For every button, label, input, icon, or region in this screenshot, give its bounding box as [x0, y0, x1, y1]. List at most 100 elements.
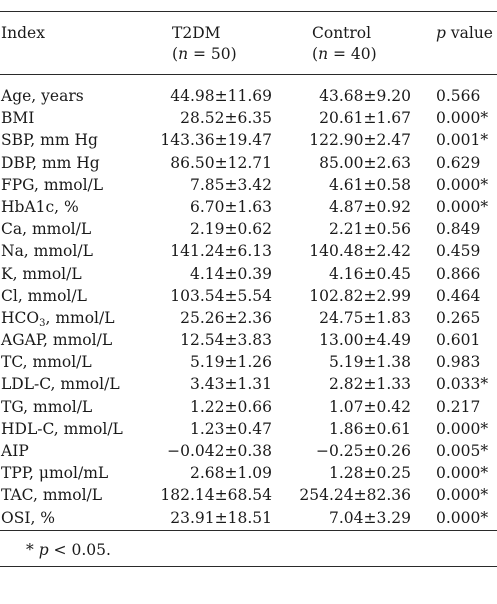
header-control: Control (n = 40) [312, 24, 377, 63]
cell-t2dm: 2.68±1.09 [189, 464, 272, 483]
cell-t2dm: 141.24±6.13 [170, 242, 272, 261]
cell-index: TPP, μmol/mL [1, 464, 109, 483]
cell-t2dm: 3.43±1.31 [189, 375, 272, 394]
table-row: AIP −0.042±0.38 −0.25±0.26 0.005* [0, 440, 497, 462]
cell-t2dm: 103.54±5.54 [170, 286, 272, 305]
cell-index: AGAP, mmol/L [1, 331, 113, 350]
header-p-value: p value [436, 24, 493, 42]
cell-control: 5.19±1.38 [328, 353, 411, 372]
cell-t2dm: 1.23±0.47 [189, 419, 272, 438]
table-body: Age, years 44.98±11.69 43.68±9.20 0.566 BMI 2… [0, 85, 497, 529]
cell-t2dm: 6.70±1.63 [189, 197, 272, 216]
table-bottom-rule [0, 530, 497, 531]
table-row: Cl, mmol/L 103.54±5.54 102.82±2.99 0.464 [0, 285, 497, 307]
cell-control: 20.61±1.67 [319, 109, 411, 128]
cell-index: Na, mmol/L [1, 242, 93, 261]
table-footnote: * p < 0.05. [26, 541, 111, 559]
cell-p-value: 0.566 [436, 87, 481, 105]
cell-index: BMI [1, 109, 35, 128]
cell-control: 43.68±9.20 [319, 87, 411, 105]
cell-p-value: 0.464 [436, 286, 481, 305]
cell-index: OSI, % [1, 508, 56, 527]
cell-control: 85.00±2.63 [319, 153, 411, 172]
cell-index: Cl, mmol/L [1, 286, 87, 305]
cell-control: 2.82±1.33 [328, 375, 411, 394]
cell-t2dm: 25.26±2.36 [180, 308, 272, 327]
table-row: HbA1c, % 6.70±1.63 4.87±0.92 0.000* [0, 196, 497, 218]
cell-p-value: 0.000* [436, 419, 489, 438]
header-index: Index [1, 24, 45, 42]
table-row: TG, mmol/L 1.22±0.66 1.07±0.42 0.217 [0, 396, 497, 418]
cell-p-value: 0.001* [436, 131, 489, 150]
cell-control: 102.82±2.99 [309, 286, 411, 305]
cell-p-value: 0.983 [436, 353, 481, 372]
table-row: HDL-C, mmol/L 1.23±0.47 1.86±0.61 0.000* [0, 418, 497, 440]
cell-control: 122.90±2.47 [309, 131, 411, 150]
table-row: TAC, mmol/L 182.14±68.54 254.24±82.36 0.000… [0, 484, 497, 506]
table-row: DBP, mm Hg 86.50±12.71 85.00±2.63 0.629 [0, 152, 497, 174]
cell-index: TG, mmol/L [1, 397, 93, 416]
cell-index: SBP, mm Hg [1, 131, 98, 150]
table-row: Na, mmol/L 141.24±6.13 140.48±2.42 0.459 [0, 240, 497, 262]
cell-t2dm: 182.14±68.54 [160, 486, 272, 505]
cell-index: HCO3, mmol/L [1, 308, 115, 329]
cell-index: DBP, mm Hg [1, 153, 100, 172]
cell-p-value: 0.000* [436, 109, 489, 128]
cell-index: Age, years [1, 87, 84, 105]
cell-p-value: 0.459 [436, 242, 481, 261]
cell-control: 4.87±0.92 [328, 197, 411, 216]
cell-index: HbA1c, % [1, 197, 79, 216]
header-control-n: n [318, 45, 329, 63]
cell-p-value: 0.849 [436, 220, 481, 239]
cell-t2dm: 7.85±3.42 [189, 175, 272, 194]
cell-t2dm: 2.19±0.62 [189, 220, 272, 239]
table-row: LDL-C, mmol/L 3.43±1.31 2.82±1.33 0.033* [0, 373, 497, 395]
cell-t2dm: 12.54±3.83 [180, 331, 272, 350]
cell-index: Ca, mmol/L [1, 220, 92, 239]
cell-control: 7.04±3.29 [328, 508, 411, 527]
cell-index: K, mmol/L [1, 264, 82, 283]
table-row: SBP, mm Hg 143.36±19.47 122.90±2.47 0.001* [0, 129, 497, 151]
cell-p-value: 0.000* [436, 508, 489, 527]
cell-control: −0.25±0.26 [316, 442, 411, 460]
cell-index: AIP [1, 442, 29, 460]
cell-index: FPG, mmol/L [1, 175, 104, 194]
cell-index: HDL-C, mmol/L [1, 419, 123, 438]
cell-index: TC, mmol/L [1, 353, 92, 372]
table-row: AGAP, mmol/L 12.54±3.83 13.00±4.49 0.601 [0, 329, 497, 351]
cell-p-value: 0.033* [436, 375, 489, 394]
cell-t2dm: 4.14±0.39 [189, 264, 272, 283]
table-top-rule [0, 11, 497, 12]
cell-p-value: 0.601 [436, 331, 481, 350]
cell-control: 2.21±0.56 [328, 220, 411, 239]
cell-p-value: 0.265 [436, 308, 481, 327]
table-row: OSI, % 23.91±18.51 7.04±3.29 0.000* [0, 507, 497, 529]
cell-t2dm: 44.98±11.69 [170, 87, 272, 105]
table-row: TC, mmol/L 5.19±1.26 5.19±1.38 0.983 [0, 351, 497, 373]
cell-t2dm: 28.52±6.35 [180, 109, 272, 128]
cell-p-value: 0.217 [436, 397, 481, 416]
cell-t2dm: −0.042±0.38 [167, 442, 272, 460]
footnote-bottom-rule [0, 566, 497, 567]
cell-control: 140.48±2.42 [309, 242, 411, 261]
cell-p-value: 0.629 [436, 153, 481, 172]
cell-control: 4.61±0.58 [328, 175, 411, 194]
cell-control: 4.16±0.45 [328, 264, 411, 283]
table-row: K, mmol/L 4.14±0.39 4.16±0.45 0.866 [0, 263, 497, 285]
table-header-rule [0, 74, 497, 75]
table-row: FPG, mmol/L 7.85±3.42 4.61±0.58 0.000* [0, 174, 497, 196]
cell-t2dm: 143.36±19.47 [160, 131, 272, 150]
cell-p-value: 0.000* [436, 464, 489, 483]
cell-t2dm: 23.91±18.51 [170, 508, 272, 527]
table-row: Ca, mmol/L 2.19±0.62 2.21±0.56 0.849 [0, 218, 497, 240]
table-row: BMI 28.52±6.35 20.61±1.67 0.000* [0, 107, 497, 129]
table-row: HCO3, mmol/L 25.26±2.36 24.75±1.83 0.265 [0, 307, 497, 329]
cell-t2dm: 5.19±1.26 [189, 353, 272, 372]
cell-p-value: 0.000* [436, 486, 489, 505]
header-t2dm: T2DM (n = 50) [172, 24, 237, 63]
cell-control: 1.28±0.25 [328, 464, 411, 483]
cell-index: TAC, mmol/L [1, 486, 103, 505]
table-row: Age, years 44.98±11.69 43.68±9.20 0.566 [0, 85, 497, 107]
cell-p-value: 0.005* [436, 442, 489, 460]
header-t2dm-n: n [178, 45, 189, 63]
